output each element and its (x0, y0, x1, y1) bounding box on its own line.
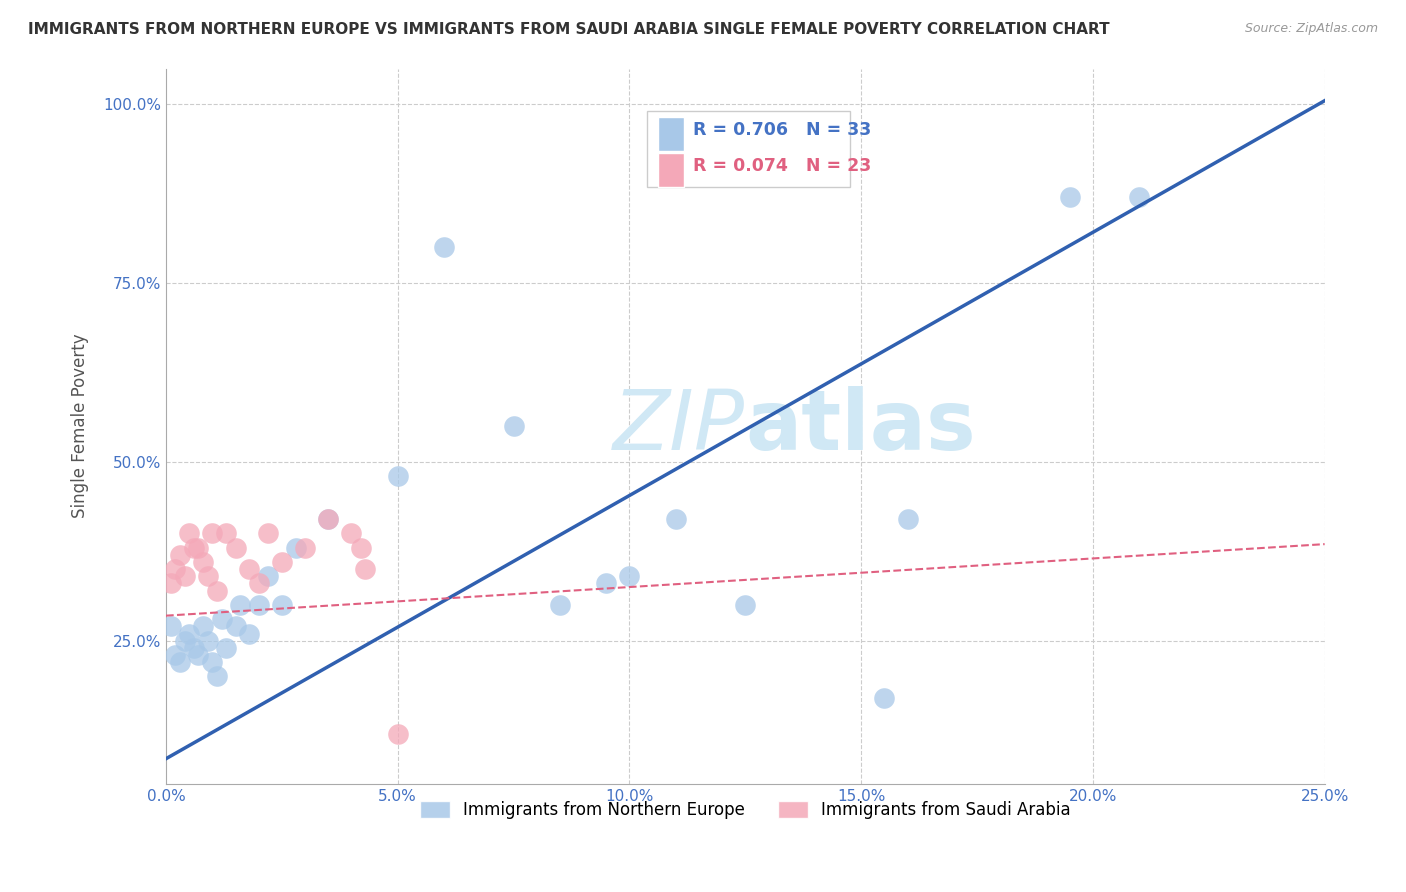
Point (734, 598, 756, 612)
Point (165, 648, 187, 662)
Point (159, 619, 181, 633)
Point (229, 598, 252, 612)
Point (169, 655, 191, 669)
Point (183, 541, 205, 555)
Point (238, 562, 260, 576)
Point (316, 512, 339, 526)
Point (179, 526, 201, 541)
Point (354, 562, 377, 576)
Point (595, 576, 617, 591)
Point (169, 548, 191, 562)
Point (187, 648, 209, 662)
Point (173, 569, 195, 583)
Point (197, 633, 219, 648)
Point (247, 576, 270, 591)
Point (387, 469, 409, 483)
Point (225, 541, 247, 555)
Point (548, 598, 571, 612)
Point (270, 555, 292, 569)
Point (215, 640, 238, 655)
Point (225, 619, 247, 633)
Point (294, 541, 316, 555)
Point (433, 240, 456, 254)
Point (205, 583, 228, 598)
Point (619, 569, 641, 583)
Point (665, 512, 688, 526)
Y-axis label: Single Female Poverty: Single Female Poverty (72, 334, 89, 518)
Point (502, 419, 524, 434)
Point (316, 512, 339, 526)
Point (179, 626, 201, 640)
Text: Source: ZipAtlas.com: Source: ZipAtlas.com (1244, 22, 1378, 36)
Legend: Immigrants from Northern Europe, Immigrants from Saudi Arabia: Immigrants from Northern Europe, Immigra… (413, 794, 1078, 825)
Point (159, 576, 181, 591)
Point (201, 655, 224, 669)
Point (1059, 190, 1081, 204)
Point (191, 619, 214, 633)
Text: ZIP: ZIP (613, 385, 745, 467)
Point (183, 640, 205, 655)
Text: R = 0.074   N = 23: R = 0.074 N = 23 (693, 157, 872, 176)
Text: R = 0.706   N = 33: R = 0.706 N = 33 (693, 121, 872, 139)
Point (197, 569, 219, 583)
Point (205, 669, 228, 683)
Point (873, 690, 896, 705)
Point (284, 541, 307, 555)
Point (270, 598, 292, 612)
Point (165, 562, 187, 576)
Point (896, 512, 918, 526)
FancyBboxPatch shape (658, 153, 683, 187)
Point (173, 633, 195, 648)
Point (211, 612, 233, 626)
Point (257, 569, 280, 583)
Point (215, 526, 238, 541)
Point (201, 526, 224, 541)
Point (187, 541, 209, 555)
Point (387, 726, 409, 740)
FancyBboxPatch shape (658, 117, 683, 151)
Point (1128, 190, 1150, 204)
Point (247, 598, 270, 612)
FancyBboxPatch shape (647, 112, 849, 186)
Point (257, 526, 280, 541)
Text: IMMIGRANTS FROM NORTHERN EUROPE VS IMMIGRANTS FROM SAUDI ARABIA SINGLE FEMALE PO: IMMIGRANTS FROM NORTHERN EUROPE VS IMMIG… (28, 22, 1109, 37)
Point (238, 626, 260, 640)
Point (350, 541, 373, 555)
Point (191, 555, 214, 569)
Text: atlas: atlas (745, 385, 976, 467)
Point (340, 526, 363, 541)
